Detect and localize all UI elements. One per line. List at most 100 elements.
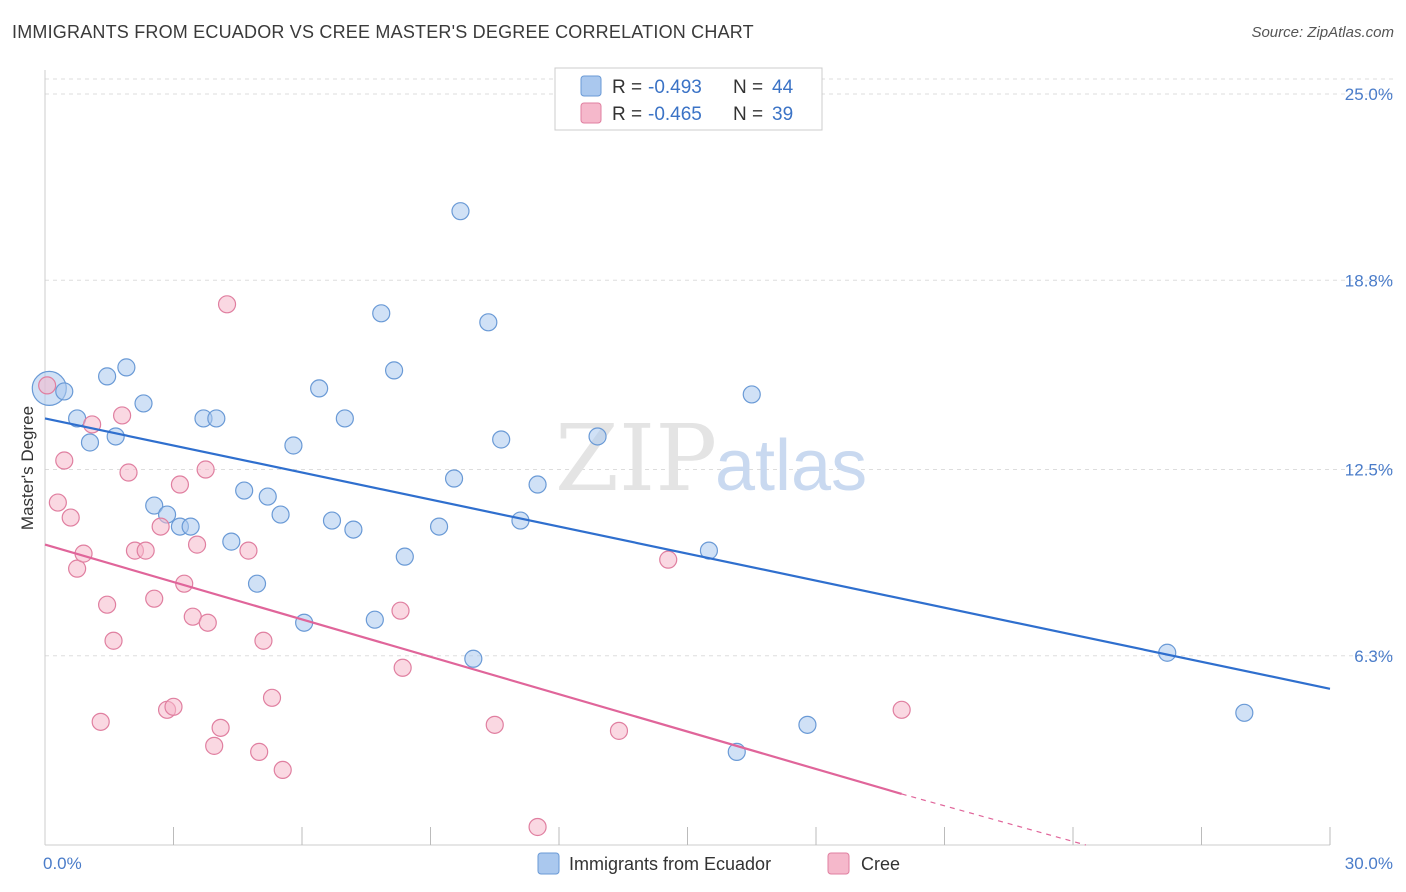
- trend-line-ecuador: [44, 417, 1331, 690]
- point-ecuador: [372, 304, 391, 323]
- point-cree: [262, 688, 282, 707]
- point-ecuador: [310, 379, 329, 398]
- watermark-atlas: atlas: [715, 426, 867, 506]
- legend-n-value-ecuador: 44: [772, 77, 794, 98]
- trend-line-cree-extension: [901, 793, 1087, 846]
- point-ecuador: [181, 517, 200, 536]
- point-ecuador: [258, 487, 277, 506]
- point-ecuador: [429, 517, 449, 536]
- bottom-legend: Immigrants from Ecuador Cree: [537, 852, 900, 875]
- point-cree: [136, 541, 155, 560]
- x-tick-label: 30.0%: [1345, 854, 1393, 873]
- data-points: [31, 202, 1254, 837]
- point-ecuador: [207, 409, 226, 428]
- point-ecuador: [588, 427, 607, 446]
- point-cree: [170, 475, 190, 494]
- point-cree: [55, 451, 74, 470]
- point-cree: [38, 376, 57, 395]
- point-cree: [254, 631, 273, 650]
- point-ecuador: [55, 382, 74, 401]
- bottom-legend-swatch-ecuador: [537, 852, 560, 875]
- point-cree: [119, 463, 138, 482]
- legend-n-label-cree: N =: [733, 104, 763, 125]
- point-cree: [151, 517, 170, 536]
- point-ecuador: [384, 361, 404, 380]
- point-ecuador: [98, 367, 117, 386]
- trend-lines: [44, 417, 1331, 846]
- legend-r-label-ecuador: R =: [612, 77, 642, 98]
- point-ecuador: [222, 532, 241, 551]
- axes: 6.3% 12.5% 18.8% 25.0% 0.0% 30.0%: [43, 70, 1393, 873]
- watermark-zip: ZIP: [555, 405, 717, 512]
- point-ecuador: [479, 313, 498, 332]
- bottom-legend-label-ecuador: Immigrants from Ecuador: [569, 854, 771, 874]
- point-ecuador: [1235, 703, 1254, 722]
- point-ecuador: [80, 433, 100, 452]
- y-tick-label: 25.0%: [1345, 85, 1393, 104]
- y-axis-label: Master's Degree: [18, 406, 37, 530]
- point-cree: [61, 508, 80, 527]
- point-cree: [91, 712, 110, 731]
- point-ecuador: [344, 520, 363, 539]
- point-cree: [485, 715, 504, 734]
- point-ecuador: [451, 202, 470, 221]
- point-ecuador: [335, 409, 354, 428]
- legend-swatch-ecuador: [580, 75, 602, 97]
- grid-lines: [45, 78, 1395, 657]
- point-cree: [528, 817, 547, 837]
- point-ecuador: [145, 496, 164, 515]
- point-cree: [250, 742, 269, 761]
- point-ecuador: [464, 649, 483, 668]
- point-ecuador: [742, 385, 761, 404]
- bottom-legend-swatch-cree: [827, 852, 850, 875]
- point-cree: [211, 718, 230, 737]
- legend-box: R = -0.493 N = 44 R = -0.465 N = 39: [554, 67, 823, 131]
- point-ecuador: [395, 547, 414, 566]
- point-cree: [609, 721, 629, 740]
- point-ecuador: [322, 511, 342, 530]
- legend-n-value-cree: 39: [772, 104, 793, 125]
- point-cree: [68, 559, 87, 578]
- point-cree: [659, 550, 678, 569]
- legend-n-label-ecuador: N =: [733, 77, 763, 98]
- y-tick-label: 18.8%: [1345, 271, 1393, 290]
- point-cree: [164, 697, 183, 716]
- point-cree: [205, 736, 224, 755]
- point-cree: [48, 493, 67, 512]
- point-ecuador: [247, 574, 267, 593]
- chart-title: IMMIGRANTS FROM ECUADOR VS CREE MASTER'S…: [12, 22, 754, 42]
- legend-swatch-cree: [580, 102, 602, 124]
- point-ecuador: [798, 715, 817, 734]
- point-cree: [391, 601, 410, 620]
- point-ecuador: [134, 394, 153, 413]
- point-cree: [112, 406, 132, 425]
- y-tick-label: 6.3%: [1354, 647, 1393, 666]
- point-cree: [393, 658, 412, 677]
- point-cree: [104, 631, 123, 650]
- x-tick-label: 0.0%: [43, 854, 82, 873]
- point-ecuador: [235, 481, 254, 500]
- y-tick-label: 12.5%: [1345, 461, 1393, 480]
- point-cree: [196, 460, 215, 479]
- legend-r-value-cree: -0.465: [648, 104, 702, 125]
- point-ecuador: [271, 505, 290, 524]
- trend-line-cree: [44, 543, 902, 795]
- point-cree: [892, 700, 911, 719]
- point-cree: [239, 541, 258, 560]
- point-ecuador: [444, 469, 464, 488]
- point-ecuador: [284, 436, 303, 455]
- point-cree: [187, 535, 207, 554]
- chart-source: Source: ZipAtlas.com: [1251, 24, 1394, 41]
- point-cree: [98, 595, 117, 614]
- point-cree: [198, 613, 217, 632]
- point-ecuador: [528, 475, 547, 494]
- point-ecuador: [365, 610, 384, 629]
- point-ecuador: [117, 358, 136, 377]
- legend-r-label-cree: R =: [612, 104, 642, 125]
- point-cree: [145, 589, 164, 608]
- point-ecuador: [106, 427, 125, 446]
- point-cree: [217, 295, 237, 314]
- point-cree: [273, 760, 292, 780]
- legend-r-value-ecuador: -0.493: [648, 77, 702, 98]
